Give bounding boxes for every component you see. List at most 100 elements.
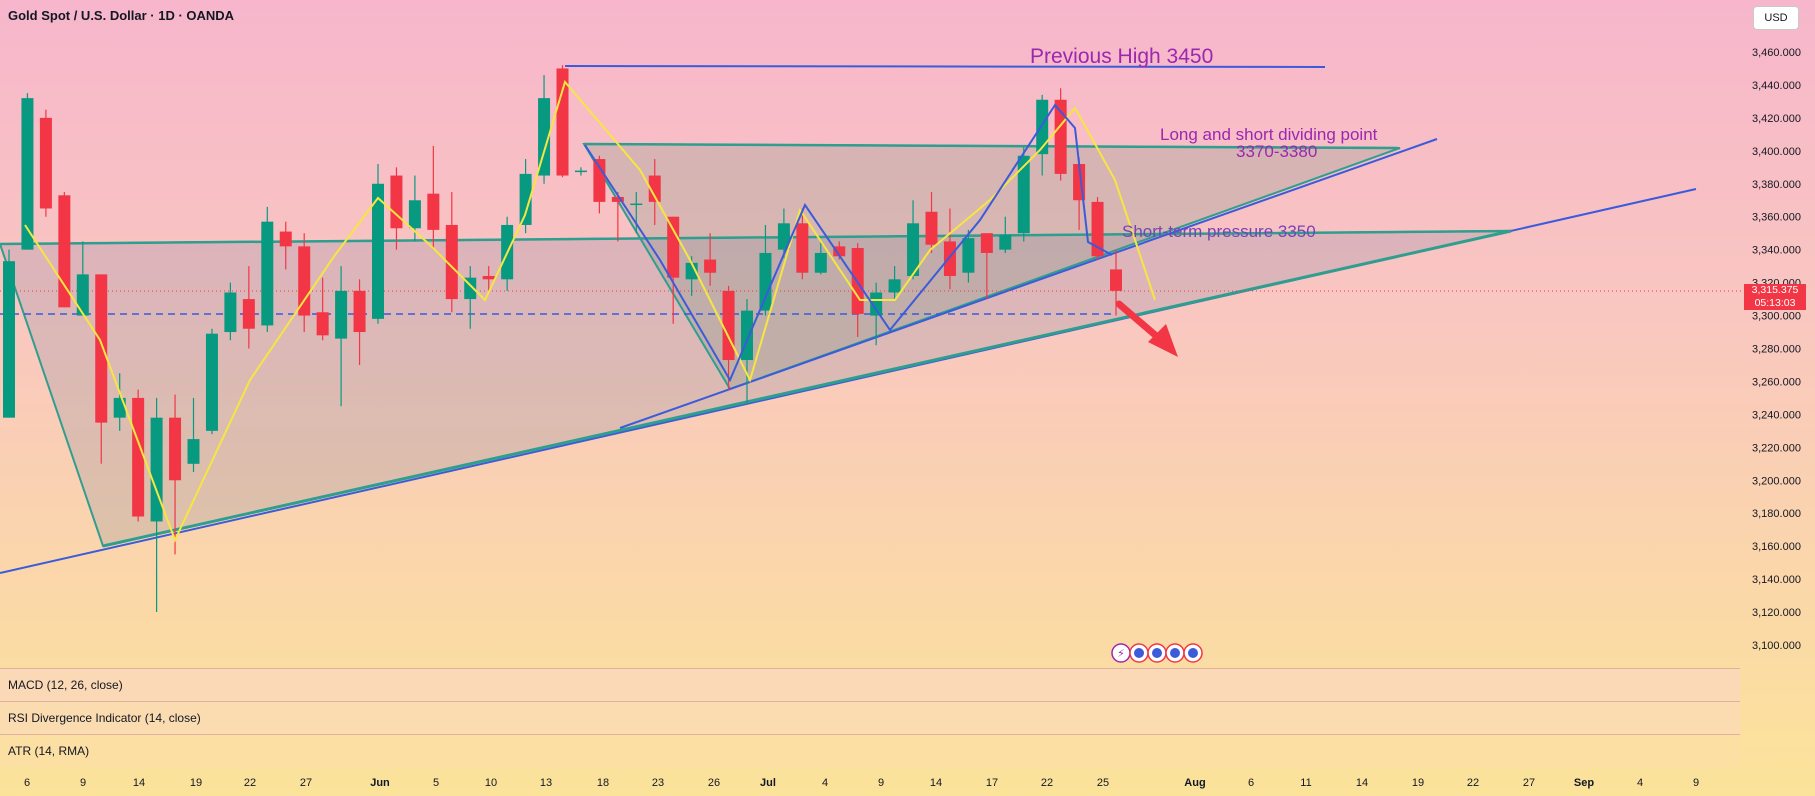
candle-body (907, 223, 920, 277)
main-uptrend-line[interactable] (102, 229, 1512, 548)
candles-layer (3, 65, 1122, 613)
candle[interactable] (132, 389, 145, 522)
previous-high-line[interactable] (564, 65, 1326, 68)
candle[interactable] (224, 282, 237, 341)
candle[interactable] (1091, 196, 1104, 260)
rising-trendline[interactable] (619, 138, 1438, 429)
candle-body (132, 397, 145, 517)
time-tick-label: 18 (597, 777, 609, 789)
annotation-short-term: Short-term pressure 3350 (1122, 222, 1316, 241)
macd-pane[interactable]: MACD (12, 26, close) (0, 668, 1740, 701)
candle-body (187, 439, 200, 464)
candle-body (980, 233, 993, 253)
event-icons[interactable]: ⚡ (1111, 643, 1203, 663)
dividing-line-3370-3380[interactable] (583, 142, 1401, 150)
candle[interactable] (390, 167, 403, 250)
candle-body (95, 274, 108, 423)
candle[interactable] (796, 208, 809, 280)
candle[interactable] (611, 192, 624, 242)
time-tick-label: 23 (652, 777, 664, 789)
candle[interactable] (353, 279, 366, 365)
candle[interactable] (298, 233, 311, 333)
candle-body (205, 333, 218, 431)
candle[interactable] (39, 109, 52, 217)
candle[interactable] (187, 397, 200, 473)
time-tick-label: Jul (760, 777, 776, 789)
candle[interactable] (962, 229, 975, 283)
candle[interactable] (870, 282, 883, 346)
time-tick-label: 14 (1356, 777, 1368, 789)
candle[interactable] (76, 241, 89, 316)
candle-body (1091, 201, 1104, 257)
candle[interactable] (261, 206, 274, 333)
candle[interactable] (593, 155, 606, 214)
time-tick-label: 19 (1412, 777, 1424, 789)
time-tick-label: 14 (133, 777, 145, 789)
candle[interactable] (925, 192, 938, 253)
price-tick-label: 3,400.000 (1752, 146, 1801, 158)
candle[interactable] (538, 75, 551, 184)
resistance-line-3350[interactable] (0, 229, 1512, 246)
candle[interactable] (777, 208, 790, 258)
candle[interactable] (704, 233, 717, 286)
candle-body (925, 211, 938, 245)
candle[interactable] (519, 159, 532, 234)
candle[interactable] (1036, 94, 1049, 176)
time-tick-label: 25 (1097, 777, 1109, 789)
price-tick-label: 3,160.000 (1752, 541, 1801, 553)
candle[interactable] (888, 266, 901, 300)
candle[interactable] (445, 192, 458, 313)
price-tick-label: 3,440.000 (1752, 80, 1801, 92)
candle[interactable] (335, 266, 348, 407)
candle-body (279, 231, 292, 247)
candle[interactable] (482, 266, 495, 291)
candle[interactable] (3, 249, 15, 418)
candle[interactable] (999, 216, 1012, 253)
price-tick-label: 3,220.000 (1752, 442, 1801, 454)
currency-button[interactable]: USD (1753, 6, 1799, 30)
candle[interactable] (1017, 147, 1030, 242)
time-tick-label: 14 (930, 777, 942, 789)
current-price-value: 3,315.375 (1751, 284, 1799, 296)
macd-label[interactable]: MACD (12, 26, close) (8, 678, 123, 692)
candle[interactable] (980, 233, 993, 300)
candle[interactable] (150, 397, 163, 613)
candle[interactable] (814, 241, 827, 275)
candle[interactable] (279, 221, 292, 270)
candle-body (353, 290, 366, 333)
time-tick-label: 11 (1300, 777, 1311, 789)
candle[interactable] (667, 216, 680, 324)
candle[interactable] (205, 328, 218, 435)
candle-body (150, 417, 163, 522)
candle[interactable] (169, 394, 182, 555)
rsi-pane[interactable]: RSI Divergence Indicator (14, close) (0, 701, 1740, 734)
time-tick-label: Aug (1184, 777, 1205, 789)
candle[interactable] (907, 200, 920, 280)
candle[interactable] (21, 93, 34, 250)
candle[interactable] (574, 167, 587, 176)
rsi-label[interactable]: RSI Divergence Indicator (14, close) (8, 711, 201, 725)
candle[interactable] (316, 277, 329, 341)
candle[interactable] (630, 192, 643, 234)
candle[interactable] (372, 164, 384, 324)
atr-pane[interactable]: ATR (14, RMA) (0, 734, 1740, 767)
candle[interactable] (556, 65, 569, 178)
candle-body (611, 196, 624, 202)
price-tick-label: 3,380.000 (1752, 179, 1801, 191)
candle[interactable] (427, 145, 440, 250)
candle-body (390, 175, 403, 229)
candle[interactable] (1054, 88, 1067, 181)
countdown-timer: 05:13:03 (1754, 297, 1796, 309)
candle-body (372, 183, 384, 319)
symbol-title[interactable]: Gold Spot / U.S. Dollar · 1D · OANDA (8, 8, 235, 23)
candle[interactable] (648, 159, 661, 225)
candle[interactable] (242, 266, 255, 349)
candle[interactable] (759, 224, 772, 316)
atr-label[interactable]: ATR (14, RMA) (8, 744, 90, 758)
zigzag-blue (584, 103, 1113, 383)
candle[interactable] (943, 208, 956, 290)
candle-body (261, 221, 274, 326)
candle[interactable] (95, 274, 108, 464)
price-tick-label: 3,340.000 (1752, 245, 1801, 257)
